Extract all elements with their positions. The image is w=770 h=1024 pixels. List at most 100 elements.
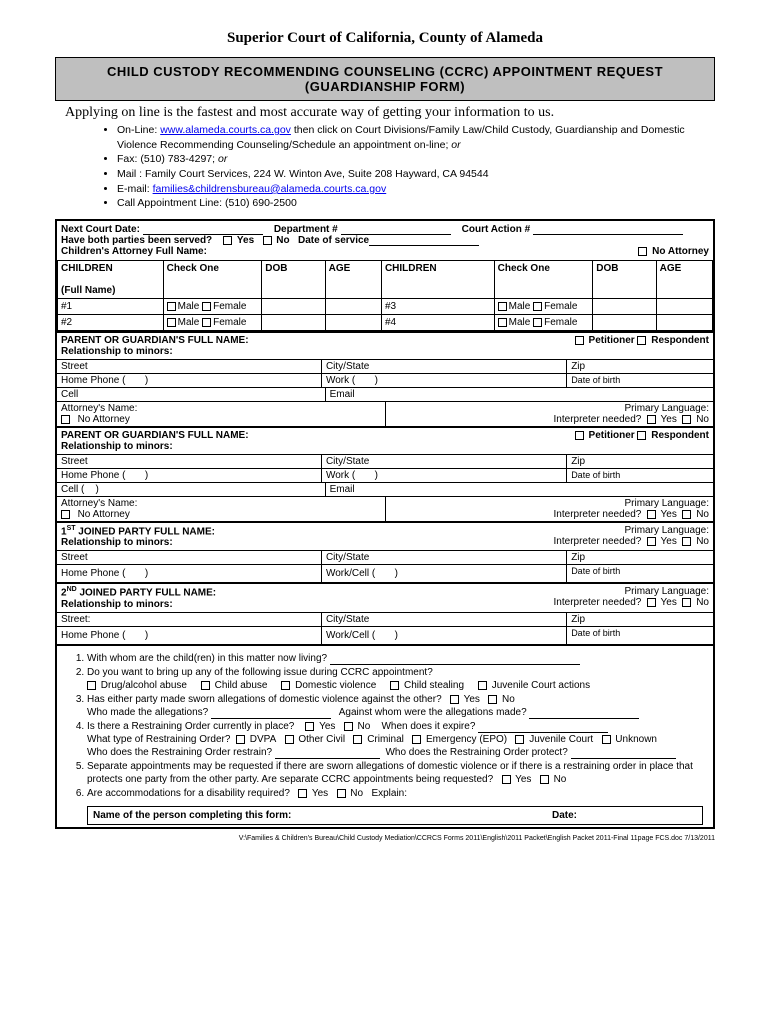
field-cell[interactable]: Cell: [57, 388, 326, 401]
field-homephone[interactable]: Home Phone: [61, 470, 119, 481]
checkbox-interp-no[interactable]: [682, 510, 691, 519]
field-citystate[interactable]: City/State: [322, 551, 567, 564]
checkbox-interp-no[interactable]: [682, 537, 691, 546]
field-street[interactable]: Street: [57, 360, 322, 373]
checkbox-childabuse[interactable]: [201, 681, 210, 690]
checkbox-female[interactable]: [202, 302, 211, 311]
checkbox-female[interactable]: [202, 318, 211, 327]
checkbox-served-yes[interactable]: [223, 236, 232, 245]
checkbox-othercivil[interactable]: [285, 735, 294, 744]
field-q3-against[interactable]: [529, 708, 639, 719]
checkbox-female[interactable]: [533, 318, 542, 327]
field-zip[interactable]: Zip: [567, 360, 713, 373]
field-zip[interactable]: Zip: [567, 613, 713, 626]
field-street[interactable]: Street: [57, 551, 322, 564]
th-check: Check One: [163, 261, 262, 299]
checkbox-q4-yes[interactable]: [305, 722, 314, 731]
field-q4-expire[interactable]: [478, 722, 608, 733]
checkbox-male[interactable]: [167, 302, 176, 311]
field-dob[interactable]: Date of birth: [567, 469, 713, 482]
checkbox-petitioner[interactable]: [575, 336, 584, 345]
checkbox-dvpa[interactable]: [236, 735, 245, 744]
checkbox-interp-yes[interactable]: [647, 510, 656, 519]
field-q4-protect[interactable]: [571, 748, 676, 759]
checkbox-no-attorney[interactable]: [61, 510, 70, 519]
cell-dob[interactable]: [262, 299, 325, 315]
field-street[interactable]: Street:: [57, 613, 322, 626]
field-dob[interactable]: Date of birth: [567, 627, 713, 644]
field-dept[interactable]: [341, 224, 451, 235]
field-workcell[interactable]: Work/Cell: [326, 568, 369, 579]
field-homephone[interactable]: Home Phone: [61, 568, 119, 579]
checkbox-male[interactable]: [498, 302, 507, 311]
field-citystate[interactable]: City/State: [322, 613, 567, 626]
checkbox-q5-yes[interactable]: [502, 775, 511, 784]
cell-age[interactable]: [656, 299, 712, 315]
email-link[interactable]: families&childrensbureau@alameda.courts.…: [153, 183, 387, 195]
field-zip[interactable]: Zip: [567, 455, 713, 468]
checkbox-q6-no[interactable]: [337, 789, 346, 798]
checkbox-juvenile[interactable]: [478, 681, 487, 690]
checkbox-q4-no[interactable]: [344, 722, 353, 731]
checkbox-respondent[interactable]: [637, 336, 646, 345]
checkbox-q3-yes[interactable]: [450, 695, 459, 704]
field-action[interactable]: [533, 224, 683, 235]
checkbox-drug[interactable]: [87, 681, 96, 690]
checkbox-domviolence[interactable]: [281, 681, 290, 690]
field-dob[interactable]: Date of birth: [567, 565, 713, 582]
field-dos[interactable]: [369, 235, 479, 246]
field-workphone[interactable]: Work: [326, 470, 349, 481]
checkbox-petitioner[interactable]: [575, 431, 584, 440]
cell-dob[interactable]: [593, 299, 656, 315]
label-next-court: Next Court Date:: [61, 224, 140, 235]
online-link[interactable]: www.alameda.courts.ca.gov: [160, 124, 291, 136]
checkbox-interp-no[interactable]: [682, 598, 691, 607]
checkbox-male[interactable]: [498, 318, 507, 327]
field-q1[interactable]: [330, 654, 580, 665]
field-email[interactable]: Email: [326, 483, 713, 496]
checkbox-no-attorney[interactable]: [61, 415, 70, 424]
field-q4-restrain[interactable]: [275, 748, 380, 759]
cell-age[interactable]: [325, 315, 381, 331]
field-next-court[interactable]: [143, 224, 263, 235]
field-citystate[interactable]: City/State: [322, 360, 567, 373]
field-homephone[interactable]: Home Phone: [61, 375, 119, 386]
label-interpreter: Interpreter needed?: [554, 509, 642, 520]
checkbox-no-attorney[interactable]: [638, 247, 647, 256]
checkbox-male[interactable]: [167, 318, 176, 327]
checkbox-served-no[interactable]: [263, 236, 272, 245]
field-cell[interactable]: Cell: [61, 484, 78, 495]
field-dob[interactable]: Date of birth: [567, 374, 713, 387]
checkbox-interp-no[interactable]: [682, 415, 691, 424]
field-street[interactable]: Street: [57, 455, 322, 468]
checkbox-q5-no[interactable]: [540, 775, 549, 784]
cell-dob[interactable]: [593, 315, 656, 331]
field-citystate[interactable]: City/State: [322, 455, 567, 468]
field-q3-who[interactable]: [211, 708, 331, 719]
label-female: Female: [213, 317, 246, 328]
form-title-line1: CHILD CUSTODY RECOMMENDING COUNSELING (C…: [62, 64, 708, 79]
court-title: Superior Court of California, County of …: [55, 30, 715, 47]
checkbox-q3-no[interactable]: [488, 695, 497, 704]
checkbox-criminal[interactable]: [353, 735, 362, 744]
label-no: No: [554, 774, 567, 785]
checkbox-interp-yes[interactable]: [647, 415, 656, 424]
cell-age[interactable]: [656, 315, 712, 331]
checkbox-female[interactable]: [533, 302, 542, 311]
cell-dob[interactable]: [262, 315, 325, 331]
checkbox-interp-yes[interactable]: [647, 537, 656, 546]
checkbox-childsteal[interactable]: [390, 681, 399, 690]
checkbox-q6-yes[interactable]: [298, 789, 307, 798]
checkbox-respondent[interactable]: [637, 431, 646, 440]
field-email[interactable]: Email: [326, 388, 713, 401]
cell-age[interactable]: [325, 299, 381, 315]
or-text: or: [218, 153, 227, 165]
field-workcell[interactable]: Work/Cell: [326, 630, 369, 641]
checkbox-unknown[interactable]: [602, 735, 611, 744]
field-homephone[interactable]: Home Phone: [61, 630, 119, 641]
field-zip[interactable]: Zip: [567, 551, 713, 564]
field-workphone[interactable]: Work: [326, 375, 349, 386]
checkbox-epo[interactable]: [412, 735, 421, 744]
checkbox-juvenilecourt[interactable]: [515, 735, 524, 744]
checkbox-interp-yes[interactable]: [647, 598, 656, 607]
